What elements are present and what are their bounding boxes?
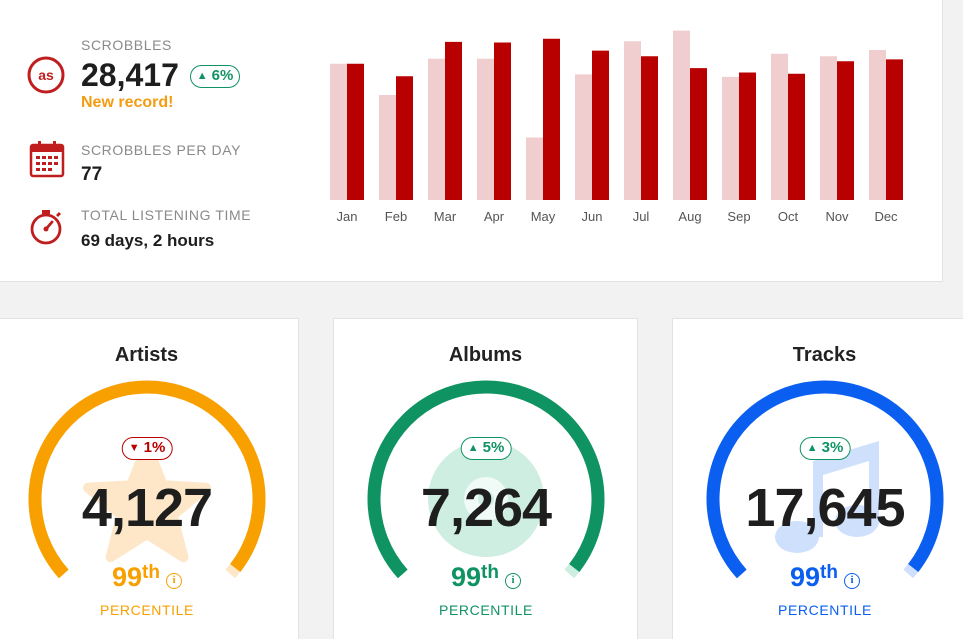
bar-jun-series-2[interactable] (592, 50, 609, 200)
scrobbles-value: 28,417 ▲ 6% (81, 57, 241, 94)
bar-aug-series-1[interactable] (673, 30, 690, 200)
x-tick-feb: Feb (385, 209, 407, 224)
bar-sep-series-1[interactable] (722, 76, 739, 200)
calendar-icon (29, 141, 65, 178)
x-tick-nov: Nov (825, 209, 849, 224)
listening-label: TOTAL LISTENING TIME (81, 207, 252, 223)
bar-oct-series-2[interactable] (788, 73, 805, 200)
bar-nov-series-2[interactable] (837, 61, 854, 200)
albums-card: Albums ▲ 5% 7,264 99th i PERCENTILE (333, 318, 638, 639)
tracks-percentile-suffix: th (820, 562, 838, 583)
artists-title: Artists (114, 344, 179, 366)
scrobbles-label: SCROBBLES (81, 37, 172, 53)
artists-card: Artists ▼ 1% 4,127 99th i PERCENTILE (0, 318, 299, 639)
tracks-change-badge: ▲ 3% (799, 437, 851, 460)
albums-change-badge: ▲ 5% (460, 437, 512, 460)
arrow-down-icon: ▼ (128, 442, 140, 454)
arrow-up-icon: ▲ (806, 442, 818, 454)
bar-mar-series-2[interactable] (445, 41, 462, 200)
x-tick-jun: Jun (582, 209, 603, 224)
artists-change-badge: ▼ 1% (121, 437, 173, 460)
bar-jun-series-1[interactable] (575, 74, 592, 200)
x-tick-may: May (531, 209, 556, 224)
albums-percentile: 99th i (451, 562, 521, 593)
tracks-card: Tracks ▲ 3% 17,645 99th i PERCENTILE (672, 318, 963, 639)
bar-sep-series-2[interactable] (739, 72, 756, 201)
bar-jan-series-2[interactable] (347, 63, 364, 200)
summary-card: as SCROBBLES 28,417 ▲ 6% New record! SCRO… (0, 0, 943, 282)
x-tick-jan: Jan (337, 209, 358, 224)
x-tick-jul: Jul (633, 209, 650, 224)
x-tick-oct: Oct (778, 209, 799, 224)
artists-change-value: 1% (143, 439, 166, 456)
bar-apr-series-2[interactable] (494, 42, 511, 201)
bar-jan-series-1[interactable] (330, 63, 347, 200)
bar-jul-series-2[interactable] (641, 56, 658, 200)
bar-dec-series-1[interactable] (869, 50, 886, 200)
bar-aug-series-2[interactable] (690, 68, 707, 200)
bar-feb-series-1[interactable] (379, 95, 396, 200)
info-icon[interactable]: i (165, 573, 182, 589)
albums-gauge (367, 380, 605, 579)
x-tick-sep: Sep (727, 209, 750, 224)
arrow-up-icon: ▲ (196, 70, 208, 82)
tracks-gauge-arc (706, 380, 944, 579)
bar-mar-series-1[interactable] (428, 58, 445, 200)
tracks-change-value: 3% (821, 439, 844, 456)
lastfm-icon: as (27, 56, 65, 94)
tracks-title: Tracks (792, 344, 857, 366)
tracks-percentile-value: 99 (790, 562, 821, 592)
svg-text:as: as (38, 67, 54, 83)
artists-count: 4,127 (81, 478, 213, 538)
arrow-up-icon: ▲ (467, 442, 479, 454)
scrobbles-change-badge: ▲ 6% (189, 65, 241, 88)
artists-gauge-arc (28, 380, 266, 579)
record-text: New record! (81, 94, 174, 111)
star-icon (83, 440, 211, 563)
per-day-value: 77 (81, 164, 103, 185)
tracks-percentile-label: PERCENTILE (778, 602, 872, 618)
bar-apr-series-1[interactable] (477, 58, 494, 200)
artists-percentile-value: 99 (112, 562, 143, 592)
per-day-label: SCROBBLES PER DAY (81, 142, 242, 158)
tracks-gauge (706, 380, 944, 579)
artists-percentile-label: PERCENTILE (100, 602, 194, 618)
vinyl-icon (428, 441, 544, 557)
albums-percentile-suffix: th (481, 562, 499, 583)
bar-nov-series-1[interactable] (820, 56, 837, 200)
stopwatch-icon (30, 210, 62, 245)
bar-may-series-2[interactable] (543, 38, 560, 200)
listening-value: 69 days, 2 hours (81, 231, 215, 250)
bar-dec-series-2[interactable] (886, 59, 903, 200)
bar-may-series-1[interactable] (526, 137, 543, 201)
artists-percentile: 99th i (112, 562, 182, 593)
x-tick-aug: Aug (678, 209, 701, 224)
bar-jul-series-1[interactable] (624, 41, 641, 200)
bar-oct-series-1[interactable] (771, 53, 788, 200)
albums-count: 7,264 (420, 478, 552, 538)
albums-change-value: 5% (482, 439, 505, 456)
info-icon[interactable]: i (504, 573, 521, 589)
info-icon[interactable]: i (843, 573, 860, 589)
albums-gauge-arc (367, 380, 605, 579)
music-note-icon (775, 441, 879, 553)
x-tick-dec: Dec (874, 209, 898, 224)
scrobbles-change-value: 6% (211, 67, 234, 84)
tracks-count: 17,645 (745, 478, 905, 538)
albums-title: Albums (448, 344, 523, 366)
scrobbles-count: 28,417 (81, 57, 179, 93)
albums-percentile-label: PERCENTILE (439, 602, 533, 618)
monthly-scrobbles-chart: Jan Feb Mar Apr May Jun Jul Aug Sep Oct Nov Dec (330, 30, 903, 224)
artists-percentile-suffix: th (142, 562, 160, 583)
albums-percentile-value: 99 (451, 562, 482, 592)
x-tick-apr: Apr (484, 209, 505, 224)
bar-feb-series-2[interactable] (396, 76, 413, 200)
tracks-percentile: 99th i (790, 562, 860, 593)
x-tick-mar: Mar (434, 209, 457, 224)
artists-gauge (28, 380, 266, 579)
